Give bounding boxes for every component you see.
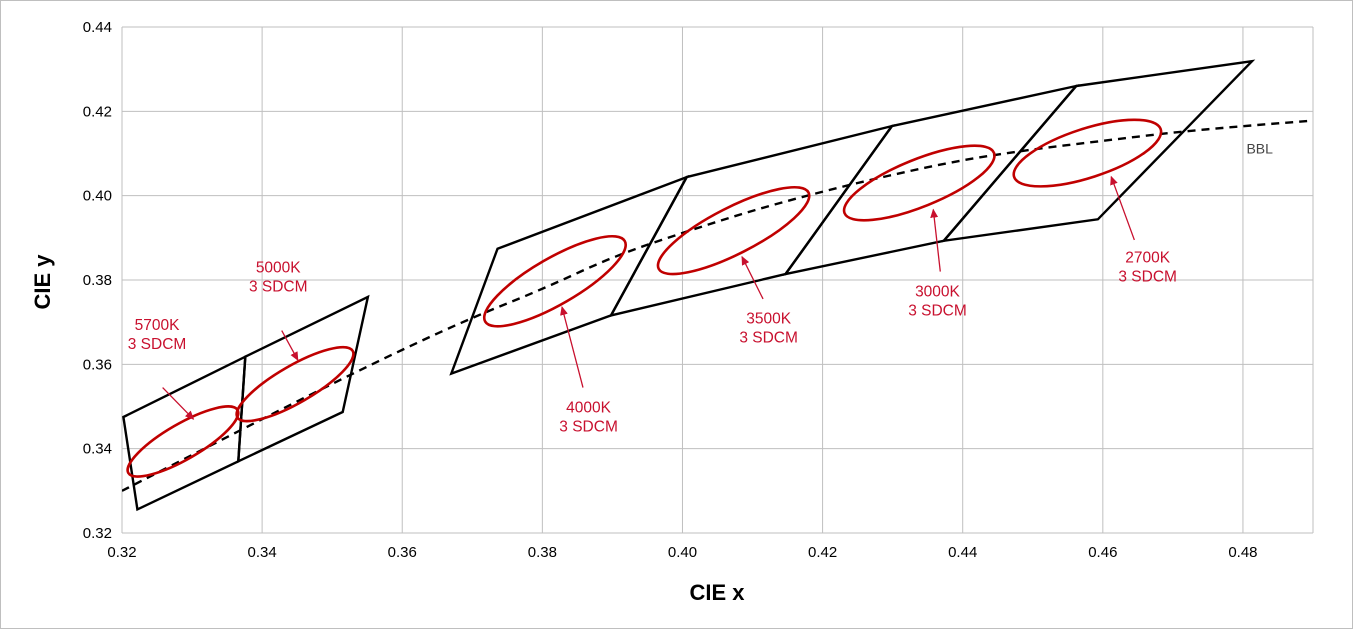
quadrangles (122, 59, 1256, 512)
x-tick-label: 0.32 (107, 544, 136, 561)
ellipses (126, 118, 1163, 478)
ellipse-2700k (1012, 118, 1163, 188)
annotation-sdcm: 3 SDCM (249, 279, 308, 296)
x-tick-labels: 0.32 0.34 0.36 0.38 0.40 0.42 0.44 0.46 0.48 (107, 544, 1257, 561)
x-tick-label: 0.42 (808, 544, 837, 561)
x-tick-label: 0.44 (948, 544, 977, 561)
y-tick-label: 0.44 (83, 19, 112, 36)
annotation-cct: 5000K (256, 260, 301, 277)
annotation-sdcm: 3 SDCM (908, 302, 967, 319)
x-tick-label: 0.40 (668, 544, 697, 561)
bbl-label: BBL (1246, 141, 1273, 157)
annotation-sdcm: 3 SDCM (1118, 269, 1177, 286)
ellipse-5000k (235, 345, 355, 423)
annotation-sdcm: 3 SDCM (559, 418, 618, 435)
annotation-arrow (930, 208, 941, 272)
annotation-sdcm: 3 SDCM (739, 330, 798, 347)
annotation-cct: 3500K (746, 311, 791, 328)
grid (121, 26, 1314, 534)
ellipse-3500k (656, 185, 811, 276)
x-tick-label: 0.48 (1228, 544, 1257, 561)
bbl-line (122, 119, 1313, 492)
annotation-sdcm: 3 SDCM (128, 336, 187, 353)
annotations: 5700K 3 SDCM 5000K 3 SDCM 4000K 3 SDCM 3500K 3 … (128, 175, 1177, 435)
y-tick-label: 0.38 (83, 272, 112, 289)
quadrangle-4000k (449, 174, 690, 376)
quadrangle-5700k (122, 354, 247, 512)
quadrangle-3500k (608, 124, 895, 318)
y-axis-title: CIE y (30, 254, 55, 310)
annotation-cct: 2700K (1125, 250, 1170, 267)
annotation-cct: 4000K (566, 399, 611, 416)
ellipse-4000k (482, 234, 627, 328)
quadrangle-3000k (782, 84, 1080, 276)
quadrangle-5000k (236, 294, 370, 464)
y-tick-label: 0.42 (83, 103, 112, 120)
x-tick-label: 0.38 (528, 544, 557, 561)
annotation-arrow (1110, 175, 1135, 241)
annotation-cct: 5700K (135, 317, 180, 334)
x-tick-label: 0.34 (248, 544, 277, 561)
y-tick-label: 0.34 (83, 441, 112, 458)
y-tick-label: 0.32 (83, 525, 112, 542)
annotation-arrow (741, 255, 764, 300)
quadrangle-2700k (940, 59, 1256, 243)
x-tick-label: 0.36 (388, 544, 417, 561)
x-axis-title: CIE x (689, 580, 745, 605)
y-tick-label: 0.40 (83, 188, 112, 205)
annotation-cct: 3000K (915, 283, 960, 300)
x-tick-label: 0.46 (1088, 544, 1117, 561)
y-tick-label: 0.36 (83, 356, 112, 373)
annotation-arrow (281, 330, 299, 361)
annotation-arrow (560, 306, 584, 388)
annotation-arrow (162, 387, 195, 420)
ellipse-3000k (842, 144, 996, 222)
y-tick-labels: 0.32 0.34 0.36 0.38 0.40 0.42 0.44 (83, 19, 112, 542)
bbl-curve: BBL (122, 119, 1313, 492)
